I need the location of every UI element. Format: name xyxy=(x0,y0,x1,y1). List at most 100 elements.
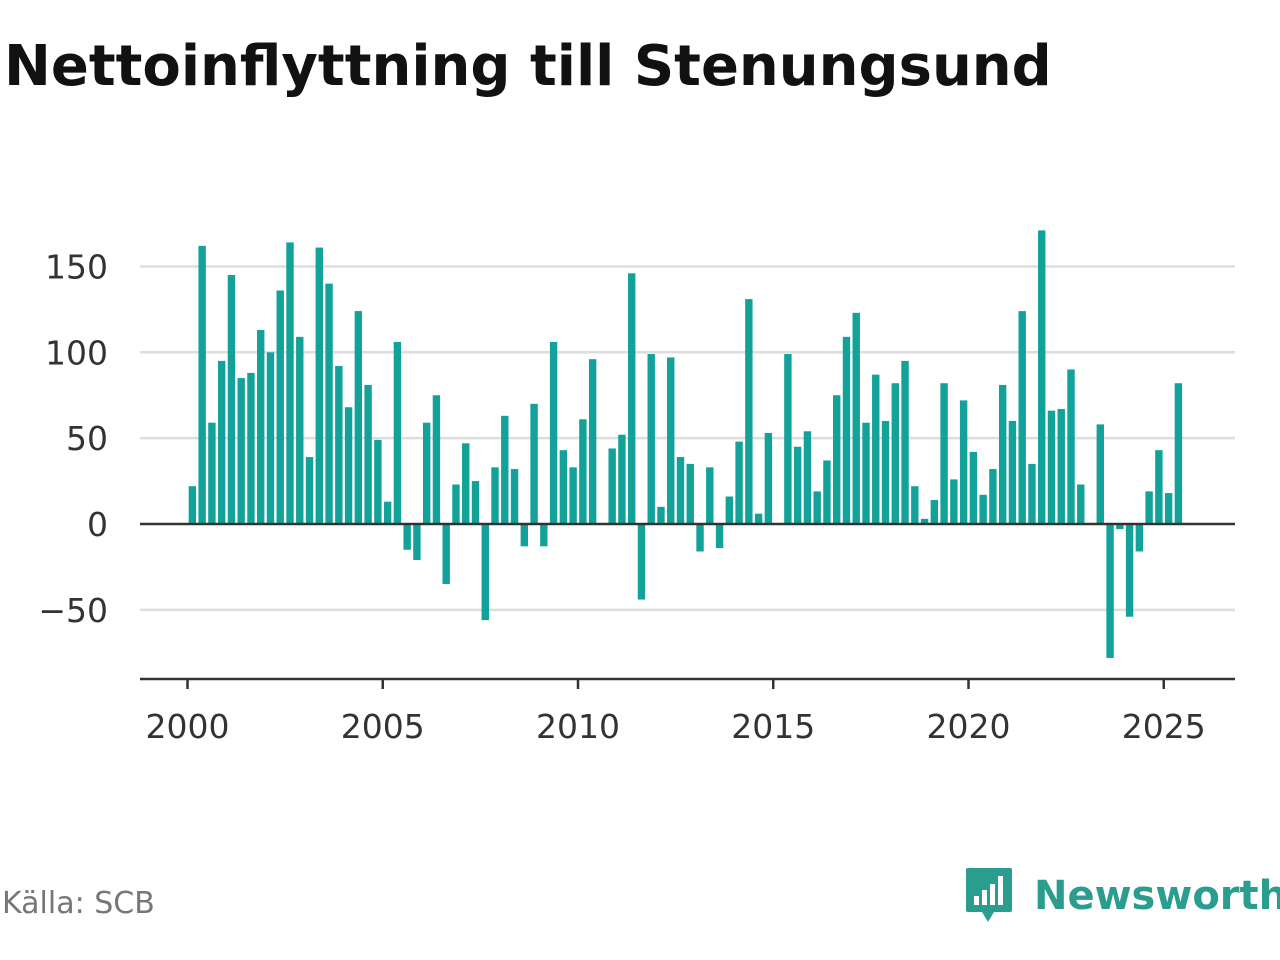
bar xyxy=(959,400,968,524)
bar xyxy=(296,336,304,524)
bar xyxy=(198,245,206,524)
bar xyxy=(354,311,363,524)
chart-title: Nettoinflyttning till Stenungsund xyxy=(4,34,1052,99)
bar xyxy=(1038,230,1046,524)
bar xyxy=(442,524,450,585)
bar xyxy=(569,467,577,524)
bar xyxy=(998,384,1007,524)
bar xyxy=(823,460,831,524)
x-tick-label: 2015 xyxy=(731,707,815,746)
bar xyxy=(754,513,763,524)
bar xyxy=(696,524,704,552)
tick-labels: −50 0 50 100 150 2000 2005 2010 2015 2020 2025 xyxy=(38,247,1205,746)
bar xyxy=(969,451,978,524)
y-tick-label: 0 xyxy=(87,505,108,544)
bar xyxy=(364,384,372,524)
bar xyxy=(618,434,626,524)
x-tick-label: 2025 xyxy=(1122,707,1206,746)
bar xyxy=(1164,493,1173,524)
bar xyxy=(852,312,860,524)
bar xyxy=(374,439,382,524)
bar xyxy=(481,524,489,621)
y-tick-label: 50 xyxy=(66,419,108,458)
bar xyxy=(930,499,939,524)
bar xyxy=(217,360,226,524)
bar xyxy=(393,342,402,524)
bar xyxy=(667,357,675,524)
bar xyxy=(540,524,548,547)
bar xyxy=(979,494,987,524)
bar xyxy=(227,275,236,524)
bar xyxy=(403,524,411,550)
bar xyxy=(247,372,255,524)
bar xyxy=(784,354,792,524)
bar xyxy=(266,352,275,524)
bar xyxy=(1116,524,1124,530)
bar xyxy=(237,378,245,524)
bar xyxy=(989,469,997,524)
bar xyxy=(1135,524,1144,552)
y-tick-label: 100 xyxy=(45,333,108,372)
bar xyxy=(627,273,636,524)
bar xyxy=(803,431,812,524)
y-tick-label: 150 xyxy=(45,247,108,286)
bar xyxy=(735,441,743,524)
bar xyxy=(530,403,538,524)
bar xyxy=(188,486,197,524)
bar xyxy=(1145,491,1153,524)
bar xyxy=(637,524,646,600)
bar xyxy=(911,486,919,524)
bar xyxy=(920,518,929,524)
bar xyxy=(608,448,616,524)
bar xyxy=(725,496,734,524)
bar xyxy=(676,457,685,524)
bar xyxy=(813,491,821,524)
bar xyxy=(1125,524,1134,617)
bar xyxy=(315,247,323,524)
bar xyxy=(686,463,694,524)
bar xyxy=(471,481,480,524)
bars xyxy=(188,230,1183,658)
bar xyxy=(383,501,392,524)
bar xyxy=(1008,420,1017,524)
newsworthy-logo-icon xyxy=(966,868,1012,922)
bar xyxy=(286,242,294,524)
y-tick-label: −50 xyxy=(38,591,108,630)
bar xyxy=(1057,408,1065,524)
bar xyxy=(657,506,665,524)
bar xyxy=(257,329,265,524)
source-note: Källa: SCB xyxy=(2,886,155,921)
bar xyxy=(1028,463,1036,524)
bar xyxy=(501,415,509,524)
bar xyxy=(491,467,499,524)
bar xyxy=(1096,424,1104,524)
brand-logo[interactable]: Newsworthy xyxy=(964,864,1280,928)
bar xyxy=(579,419,587,524)
brand-name: Newsworthy xyxy=(1034,873,1280,919)
bar xyxy=(422,422,431,524)
bar xyxy=(940,383,948,524)
bar xyxy=(462,443,470,524)
bar xyxy=(715,524,724,549)
bar xyxy=(862,422,870,524)
bar xyxy=(510,469,519,524)
bar xyxy=(1067,369,1075,524)
bar xyxy=(559,450,568,524)
bar xyxy=(344,407,353,524)
bar xyxy=(305,457,314,524)
bar xyxy=(891,383,899,524)
bar xyxy=(432,395,441,525)
bar xyxy=(764,433,773,524)
bar xyxy=(745,299,753,524)
bar xyxy=(1077,484,1085,524)
bar xyxy=(520,524,529,547)
bar xyxy=(1047,410,1056,524)
bar xyxy=(1106,524,1114,658)
bar xyxy=(872,374,880,524)
bar xyxy=(950,479,958,524)
x-tick-label: 2005 xyxy=(341,707,425,746)
axes xyxy=(140,522,1235,689)
x-tick-label: 2020 xyxy=(927,707,1011,746)
bar xyxy=(588,359,597,524)
